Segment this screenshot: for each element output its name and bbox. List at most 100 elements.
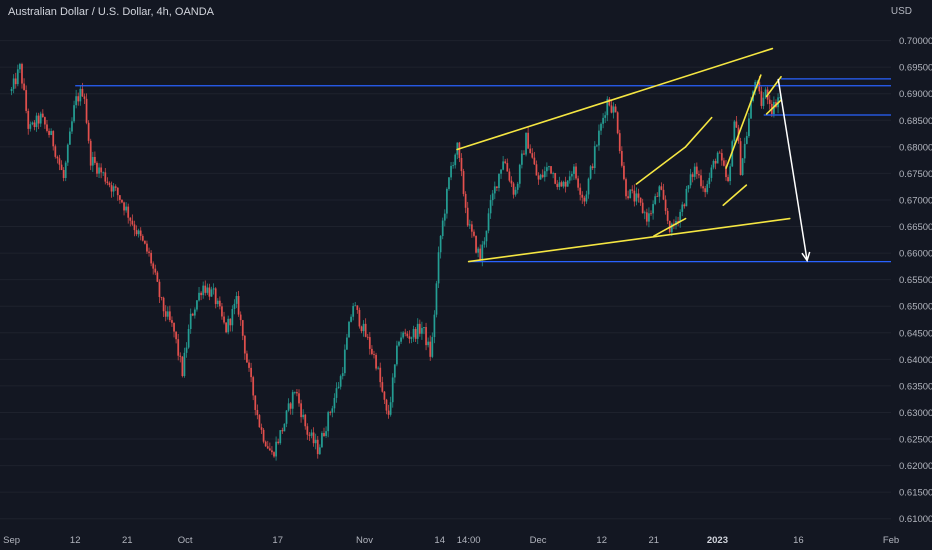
candle-body (754, 82, 757, 92)
time-tick-label: 14:00 (457, 535, 481, 546)
candle-body (564, 181, 567, 187)
candle-body (127, 206, 130, 218)
candle-body (156, 272, 159, 282)
candle-body (360, 326, 363, 332)
candle-body (91, 156, 94, 166)
candle-body (283, 423, 286, 432)
horizontal-levels-layer[interactable] (75, 78, 891, 263)
price-axis[interactable]: 0.70000 0.69500 0.69000 0.68500 0.68000 0.675… (899, 36, 932, 525)
candle-body (689, 174, 692, 186)
candle-body (129, 217, 132, 221)
candle-body (587, 178, 590, 195)
candle-body (679, 211, 682, 222)
candle-body (337, 386, 340, 389)
candle-body (377, 367, 380, 369)
candle-body (389, 402, 392, 415)
candle-body (652, 204, 654, 214)
candle-body (39, 113, 42, 124)
candle-body (723, 160, 725, 166)
candle-body (435, 283, 438, 315)
candle-body (677, 220, 679, 222)
candle-body (281, 430, 284, 432)
price-tick-label: 0.70000 (899, 36, 932, 47)
candle-body (475, 235, 477, 253)
time-axis[interactable]: Sep 12 21 Oct 17 Nov 14 14:00 Dec 12 21 2023 16 Feb (3, 535, 899, 546)
candle-body (271, 450, 273, 453)
candle-body (150, 252, 153, 264)
candle-body (350, 316, 352, 322)
candle-body (112, 186, 115, 192)
projection-arrow-head[interactable] (801, 251, 811, 263)
candle-body (485, 230, 488, 242)
candle-body (196, 300, 198, 310)
candle-body (598, 130, 600, 146)
trendline[interactable] (722, 184, 748, 207)
candle-body (566, 180, 569, 187)
candle-body (19, 64, 21, 70)
candle-body (229, 318, 232, 326)
candle-body (66, 144, 69, 163)
time-tick-label: 16 (793, 535, 804, 546)
candle-body (383, 391, 386, 400)
candle-body (575, 166, 577, 179)
candle-body (143, 240, 146, 244)
candle-body (385, 399, 388, 411)
candle-body (539, 174, 542, 180)
candle-body (518, 164, 521, 184)
candle-body (246, 353, 248, 363)
trendline[interactable] (684, 116, 713, 148)
projection-arrow-layer[interactable] (777, 78, 811, 263)
candle-body (579, 187, 582, 195)
candle-body (714, 160, 717, 164)
trendline[interactable] (467, 217, 791, 263)
candle-body (289, 403, 292, 409)
candle-body (327, 412, 330, 432)
candle-body (300, 403, 302, 418)
grid-layer (0, 40, 891, 520)
candle-body (493, 186, 496, 194)
candle-body (206, 287, 209, 293)
candle-body (573, 166, 575, 174)
candle-body (50, 131, 53, 135)
candle-body (491, 193, 494, 201)
candle-body (508, 171, 511, 181)
candle-body (448, 177, 450, 189)
candle-body (373, 354, 375, 355)
trendlines-layer[interactable] (456, 47, 791, 263)
candle-body (408, 336, 411, 339)
candle-body (762, 97, 765, 106)
projection-arrow-shaft[interactable] (777, 78, 808, 261)
candle-body (458, 142, 461, 158)
candle-body (279, 430, 282, 444)
price-tick-label: 0.65000 (899, 302, 932, 313)
candle-body (177, 339, 180, 356)
candle-body (106, 181, 109, 184)
candle-body (625, 179, 627, 197)
candle-body (473, 231, 475, 236)
candle-body (489, 200, 492, 214)
price-tick-label: 0.69000 (899, 89, 932, 100)
candle-body (393, 364, 396, 378)
candle-body (764, 89, 767, 98)
candle-body (68, 131, 71, 145)
price-axis-unit: USD (890, 6, 912, 17)
candle-body (554, 172, 557, 184)
trendline[interactable] (635, 146, 687, 185)
candle-body (452, 165, 455, 166)
candle-body (298, 393, 300, 404)
candle-body (733, 121, 736, 142)
candle-body (685, 188, 688, 207)
candle-body (210, 289, 213, 297)
trendline[interactable] (652, 217, 687, 237)
trendline[interactable] (765, 99, 782, 115)
symbol-title: Australian Dollar / U.S. Dollar, 4h, OAN… (8, 6, 215, 18)
candle-body (725, 165, 727, 178)
trendline[interactable] (725, 74, 762, 169)
candle-body (146, 243, 148, 252)
candle-body (221, 306, 223, 317)
trendline[interactable] (456, 47, 774, 151)
candle-body (79, 88, 82, 102)
candle-body (223, 316, 225, 323)
